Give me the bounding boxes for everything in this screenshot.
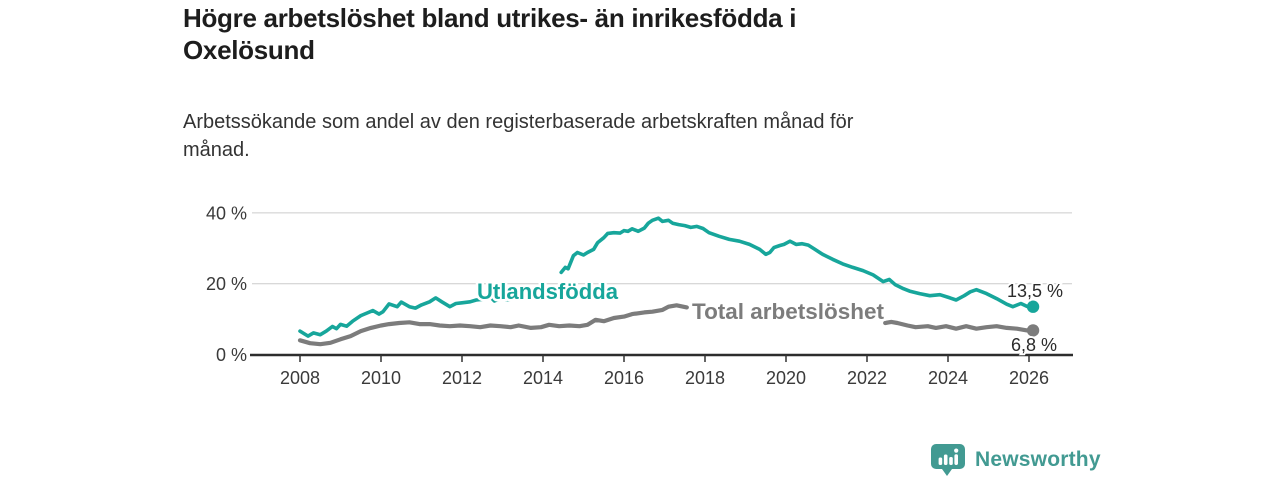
- series-label-total-arbetsl-shet: Total arbetslöshet: [692, 299, 885, 324]
- page-subtitle: Arbetssökande som andel av den registerb…: [183, 111, 854, 161]
- end-dot-utlandsf-dda: [1026, 300, 1040, 313]
- line-utlandsf-dda: [298, 294, 513, 338]
- x-tick-label: 2022: [847, 368, 887, 388]
- x-tick-label: 2016: [604, 368, 644, 388]
- x-tick-label: 2024: [928, 368, 968, 388]
- line-total-arbetsl-shet: [297, 303, 689, 347]
- line-utlandsf-dda: [559, 216, 1035, 309]
- y-tick-label: 0 %: [216, 345, 247, 365]
- line-total-arbetsl-shet: [883, 319, 1036, 333]
- series-label-utlandsf-dda: Utlandsfödda: [477, 279, 619, 304]
- newsworthy-logo-text: Newsworthy: [975, 448, 1101, 471]
- x-tick-label: 2008: [280, 368, 320, 388]
- y-tick-label: 40 %: [206, 203, 247, 223]
- x-tick-label: 2018: [685, 368, 725, 388]
- x-tick-label: 2010: [361, 368, 401, 388]
- end-value-label-utlandsf-dda: 13,5 %: [1007, 281, 1063, 301]
- end-dot-total-arbetsl-shet: [1026, 324, 1040, 337]
- x-tick-label: 2012: [442, 368, 482, 388]
- x-tick-label: 2020: [766, 368, 806, 388]
- x-tick-label: 2026: [1009, 368, 1049, 388]
- end-value-label-total-arbetsl-shet: 6,8 %: [1011, 335, 1057, 355]
- newsworthy-logo[interactable]: Newsworthy: [930, 443, 1101, 477]
- newsworthy-logo-icon: [931, 444, 965, 476]
- x-tick-label: 2014: [523, 368, 563, 388]
- page-title: Högre arbetslöshet bland utrikes- än inr…: [183, 3, 797, 65]
- y-tick-label: 20 %: [206, 274, 247, 294]
